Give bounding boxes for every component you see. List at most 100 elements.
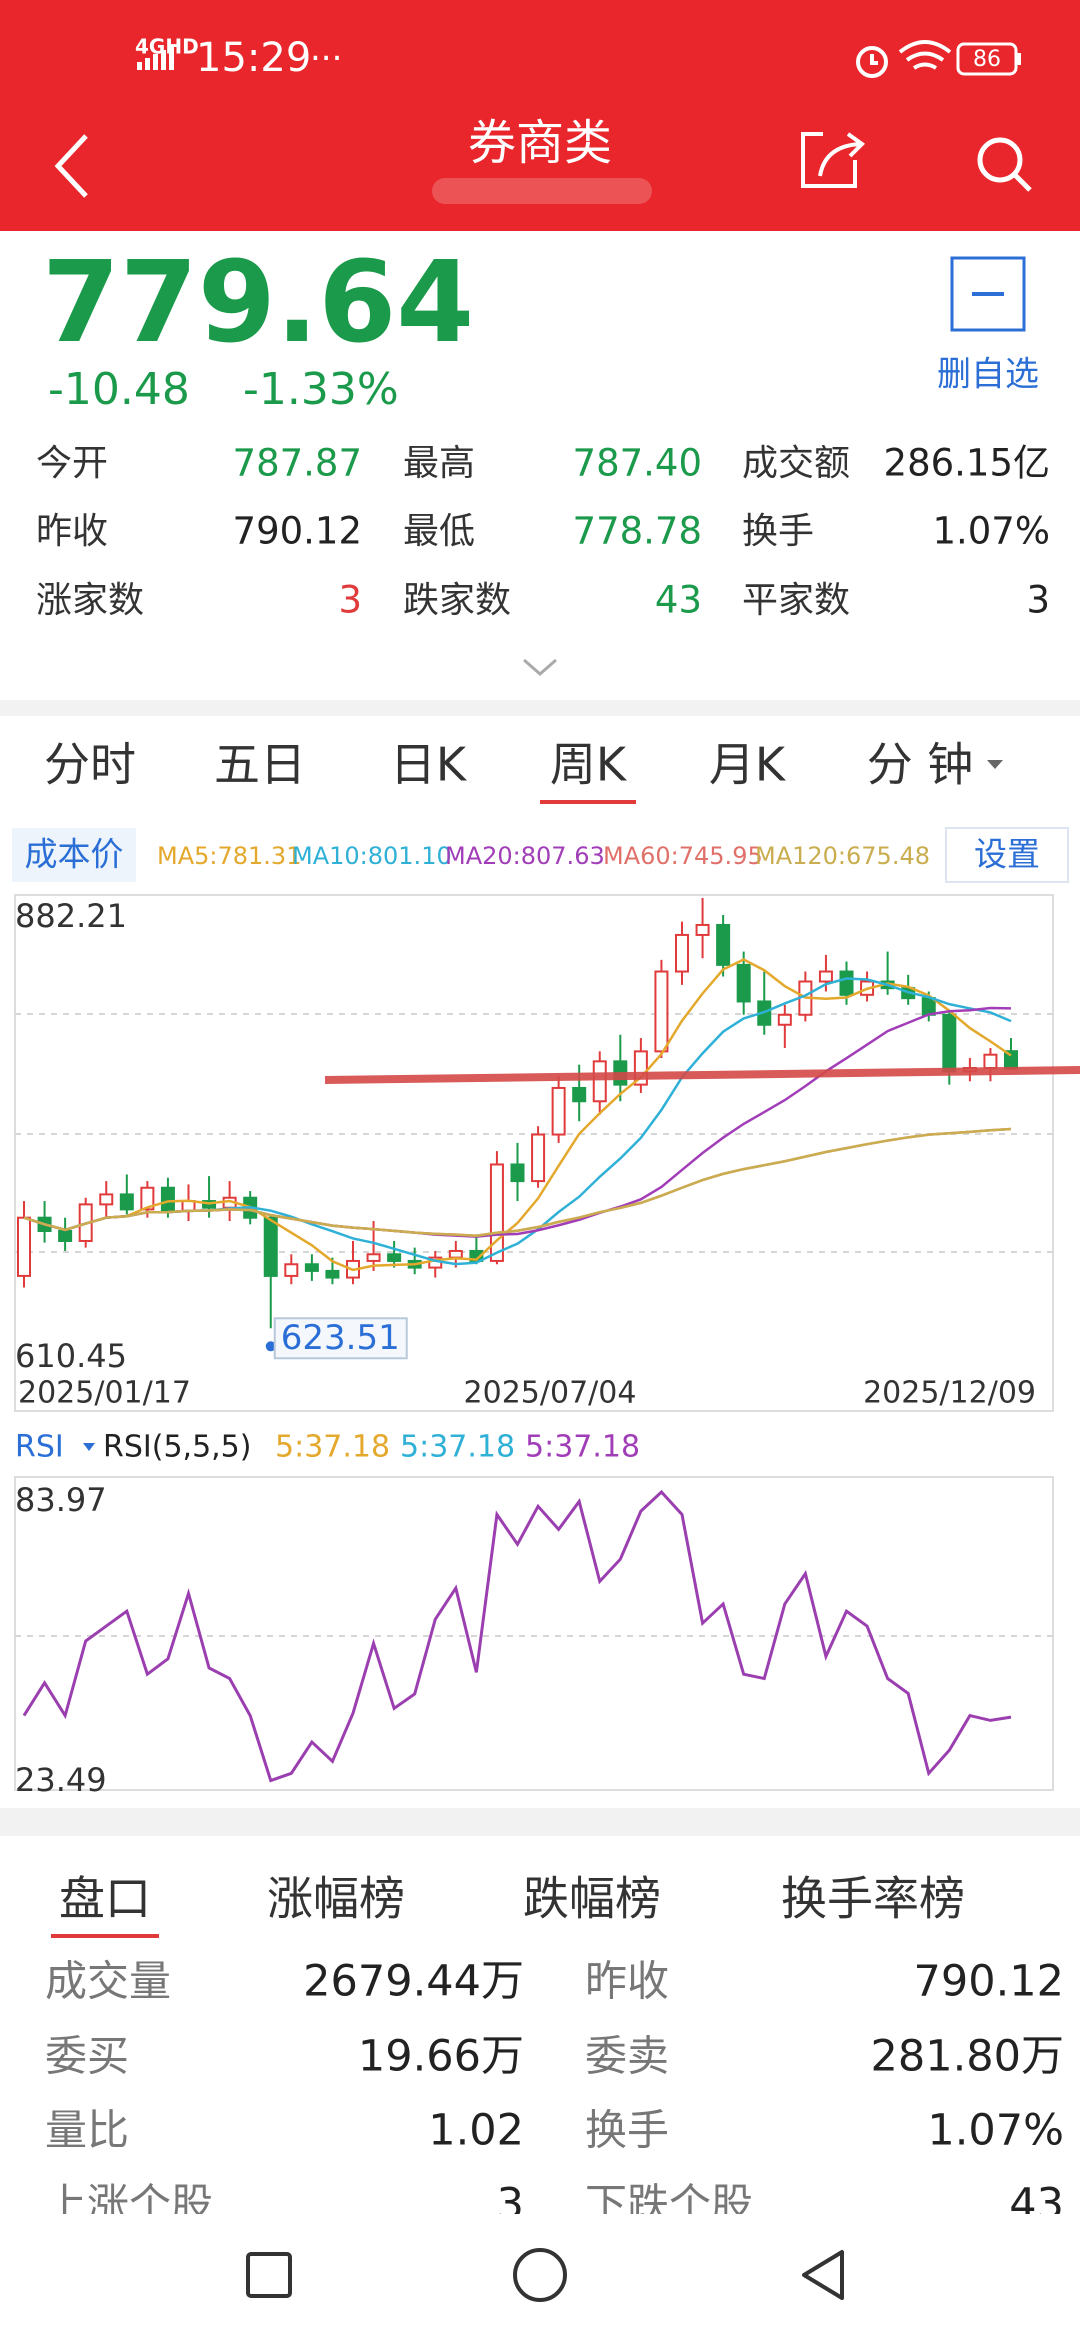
stat-label: 平家数 [742, 580, 850, 621]
ma-legend-entry: MA60:745.95 [603, 842, 763, 870]
stat-value: 787.40 [573, 442, 702, 485]
board-tab[interactable]: 换手率榜 [781, 1872, 965, 1926]
share-button[interactable] [801, 132, 866, 188]
y-tick-label: 83.97 [15, 1481, 107, 1519]
board-value: 1.07% [927, 2106, 1064, 2156]
back-button[interactable] [54, 134, 88, 198]
cost-button[interactable]: 成本价 [12, 828, 136, 882]
stats: 今开 787.87 最高 787.40 成交额 286.15亿 昨收 790.1… [36, 442, 1050, 622]
settings-label: 设置 [974, 835, 1040, 874]
nav-bar [0, 2214, 1080, 2340]
stat-label: 换手 [742, 511, 814, 552]
candle-body [592, 1060, 607, 1103]
minus-icon [972, 292, 1004, 296]
separator [0, 1808, 1080, 1836]
rsi-readings: 5:37.18 5:37.18 5:37.18 [275, 1430, 640, 1465]
candle-body [17, 1216, 31, 1277]
candle-body [654, 970, 669, 1053]
stat-value: 1.07% [932, 510, 1050, 553]
stat-value: 787.87 [233, 442, 362, 485]
board-label: 成交量 [45, 1957, 171, 2006]
trend-line [324, 1066, 1080, 1084]
chart-gridlines [15, 1013, 1053, 1253]
period-tab[interactable]: 月K [709, 738, 787, 792]
board-value: 19.66万 [358, 2032, 524, 2082]
status-more: ··· [310, 39, 342, 79]
board-label: 委卖 [585, 2032, 669, 2081]
board-value: 1.02 [428, 2106, 524, 2156]
x-tick-label: 2025/01/17 [18, 1376, 191, 1411]
candles [17, 898, 1018, 1329]
candle-body [675, 933, 689, 973]
period-tab[interactable]: 日K [390, 738, 468, 792]
board-tab[interactable]: 盘口 [59, 1872, 151, 1926]
stat-label: 成交额 [742, 443, 850, 484]
board-value: 790.12 [914, 1957, 1064, 2007]
candle-body [572, 1086, 587, 1103]
min-label-box [273, 1317, 408, 1360]
candle-body [510, 1163, 525, 1183]
ma-line [23, 1127, 1012, 1238]
ma-legend-entry: MA10:801.10 [292, 842, 452, 870]
candle-body [263, 1216, 278, 1277]
nav-home[interactable] [513, 2248, 567, 2302]
stat-value: 286.15亿 [884, 442, 1050, 485]
min-label: 623.51 [281, 1318, 400, 1358]
rsi-frame [14, 1476, 1054, 1791]
board-tab[interactable]: 跌幅榜 [523, 1872, 661, 1926]
nav-back[interactable] [802, 2250, 844, 2300]
rsi-reading: 5:37.18 [275, 1430, 390, 1465]
stat-label: 今开 [36, 443, 108, 484]
nav-recent[interactable] [246, 2252, 292, 2298]
candle-body [777, 1013, 792, 1026]
candle-body [387, 1253, 402, 1262]
period-tab[interactable]: 五日 [214, 738, 306, 792]
candle-body [531, 1133, 546, 1183]
period-tab[interactable]: 周K [550, 738, 628, 792]
rsi-params: RSI(5,5,5) [103, 1430, 251, 1465]
min-dot [265, 1341, 276, 1352]
candle-body [551, 1086, 566, 1136]
chart-frame [14, 894, 1054, 1412]
battery-level: 86 [973, 47, 1001, 72]
price-labels: 623.51 610.45 882.21 2025/01/17 2025/07/04 20… [15, 897, 1036, 1411]
candle-body [921, 997, 936, 1016]
change-pct: -1.33% [243, 364, 399, 415]
candle-body [818, 970, 833, 983]
stat-value: 3 [338, 579, 362, 622]
rsi-title[interactable]: RSI [15, 1430, 64, 1465]
candle-body [489, 1163, 504, 1262]
rsi-chart: 23.49 83.97 [15, 1481, 1012, 1799]
period-tab[interactable]: 分时 [44, 738, 136, 792]
watch-toggle[interactable]: 删自选 [937, 256, 1039, 395]
change: -10.48 [48, 364, 190, 415]
rsi-reading: 5:37.18 [525, 1430, 640, 1465]
cost-bg [12, 828, 136, 882]
page-title: 券商类 [468, 115, 612, 171]
board-value: 281.80万 [871, 2032, 1064, 2082]
ma-legend-entry: MA120:675.48 [755, 842, 930, 870]
y-tick-label: 610.45 [15, 1337, 127, 1375]
period-tab[interactable]: 分 钟 [867, 738, 974, 792]
clock: 15:29 [196, 35, 311, 81]
ma-legend-entry: MA5:781.31 [157, 842, 301, 870]
board-label: 量比 [45, 2106, 129, 2155]
settings-bg [945, 827, 1069, 883]
rsi-dropdown [83, 1443, 95, 1451]
board-tab[interactable]: 涨幅榜 [267, 1872, 405, 1926]
bottom-tabs: 盘口 涨幅榜 跌幅榜 换手率榜 [51, 1872, 965, 1938]
board-label: 换手 [585, 2106, 669, 2155]
candle-body [284, 1263, 299, 1277]
candle-body [99, 1193, 114, 1206]
settings-button[interactable]: 设置 [945, 827, 1069, 883]
stat-value: 3 [1026, 579, 1050, 622]
rsi-line [22, 1489, 1012, 1783]
blurred-subtitle [432, 178, 652, 204]
signal-icon [137, 46, 174, 70]
stat-label: 最低 [403, 511, 475, 552]
search-button[interactable] [977, 137, 1032, 192]
y-tick-label: 882.21 [15, 897, 127, 935]
candle-body [119, 1193, 134, 1211]
ma-legend: MA5:781.31MA10:801.10MA20:807.63MA60:745… [157, 842, 930, 870]
expand-button[interactable] [523, 658, 557, 676]
